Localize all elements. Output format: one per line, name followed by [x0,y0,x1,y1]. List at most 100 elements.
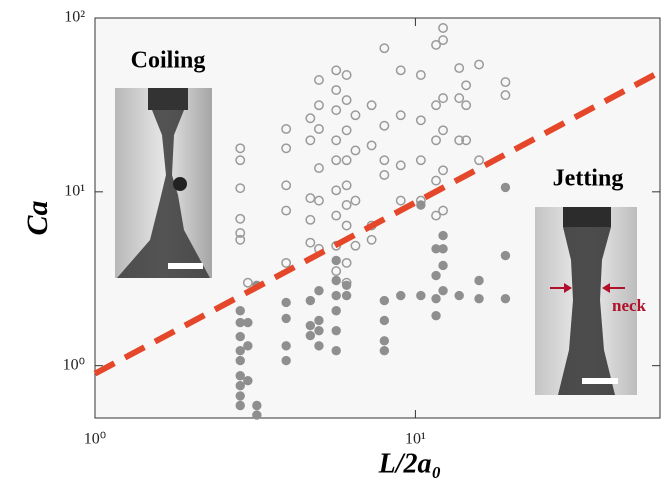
point [431,175,442,186]
point [438,35,449,46]
point [235,155,246,166]
point [242,277,253,288]
point [281,180,292,191]
point [395,195,406,206]
point [379,43,390,54]
point [396,290,406,301]
point [500,90,511,101]
point [416,200,426,210]
point [281,124,292,134]
point [235,306,245,316]
point [305,193,316,204]
point [281,355,291,366]
point [438,244,448,254]
point [305,295,316,306]
point [281,297,291,308]
point [341,95,352,106]
point [341,155,352,166]
point [438,230,448,241]
point [350,195,361,206]
point [235,234,246,245]
point [454,290,464,301]
point [313,124,324,134]
point [331,266,342,277]
point [331,210,342,221]
point [235,380,245,391]
point [461,100,472,111]
y-tick-label: 10² [64,9,85,26]
point [395,110,406,121]
point [252,400,262,411]
point [252,410,262,420]
point [235,183,246,194]
point [461,135,472,146]
point [331,135,342,146]
point [235,345,245,356]
point [331,105,342,116]
point [281,257,292,268]
point [500,77,511,88]
point [281,313,291,324]
point [438,205,449,216]
point [474,155,484,166]
point [454,63,465,74]
point [431,293,441,304]
point [314,325,324,336]
point [313,100,324,111]
point [331,275,341,286]
point [235,355,245,366]
point [379,315,390,326]
point [431,100,442,111]
point [243,375,253,386]
point [314,341,324,351]
point [500,293,511,304]
point [235,331,245,342]
point [331,185,342,196]
point [415,115,426,126]
point [235,228,246,238]
point [438,285,448,296]
point [366,140,377,151]
point [438,260,448,271]
point [243,317,253,328]
annotation: neck [612,296,647,315]
point [314,315,324,326]
x-tick-label: 10¹ [405,431,426,448]
point [281,143,292,154]
point [379,155,390,166]
point [341,280,352,290]
point [305,320,316,331]
jetting-photo [535,207,637,395]
point [379,345,390,356]
point [314,285,324,296]
annotation: Coiling [131,48,206,74]
point [431,310,441,321]
point [415,155,426,166]
point [305,330,316,341]
point [431,210,442,221]
point [431,39,442,50]
point [235,391,245,401]
point [350,110,361,121]
y-tick-label: 10¹ [64,183,85,200]
point [350,240,361,251]
point [416,290,426,301]
point [415,70,426,80]
point [331,325,341,336]
point [379,336,390,346]
point [341,257,352,268]
point [281,341,291,351]
point [379,120,390,131]
y-tick-label: 10⁰ [63,356,85,373]
point [500,182,511,193]
point [331,65,342,76]
point [395,160,406,171]
point [331,255,341,266]
point [431,270,441,281]
point [313,195,324,206]
point [331,306,341,316]
point [474,275,484,286]
point [331,85,342,96]
